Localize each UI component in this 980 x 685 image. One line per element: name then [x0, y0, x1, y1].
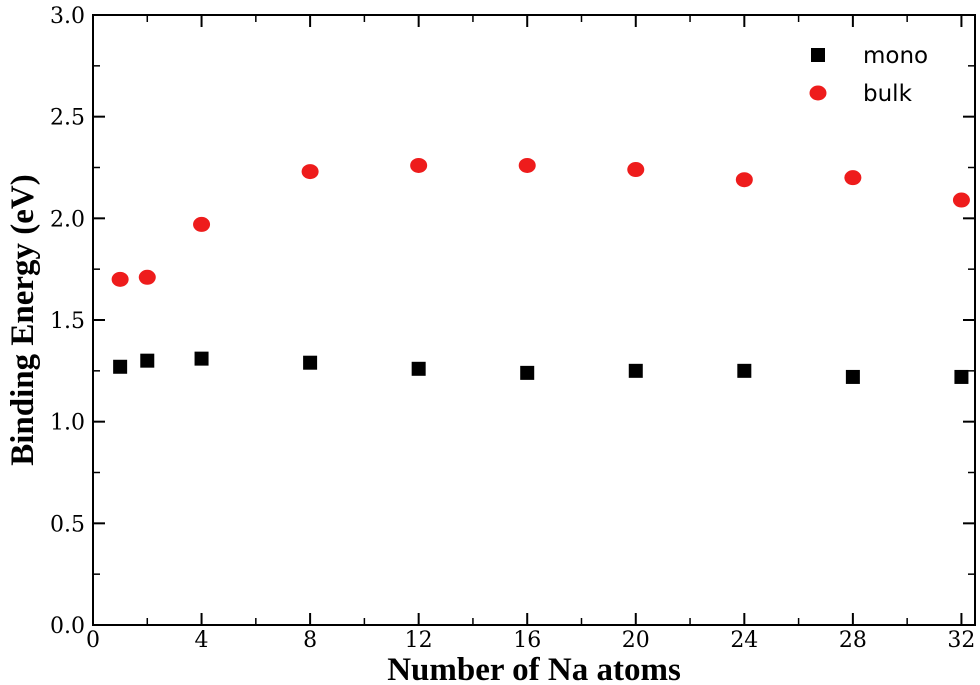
y-tick-label: 1.5 — [50, 309, 85, 334]
x-tick-label: 4 — [195, 628, 209, 653]
axis-tick-labels: 0 4 8 12 16 20 24 28 32 0.0 0.5 1.0 1.5 2.0 2.5 3.0 — [50, 4, 975, 653]
x-tick-label: 20 — [622, 628, 650, 653]
bulk-point — [111, 271, 129, 287]
mono-point — [303, 355, 318, 370]
bulk-point — [627, 162, 645, 178]
x-axis-title: Number of Na atoms — [387, 652, 681, 685]
mono-point — [194, 351, 209, 366]
bulk-point — [138, 269, 156, 285]
x-tick-label: 12 — [405, 628, 433, 653]
bulk-point — [952, 192, 970, 208]
data-points — [111, 157, 970, 384]
bulk-legend-label: bulk — [863, 81, 913, 107]
bulk-point — [735, 172, 753, 188]
x-tick-label: 24 — [730, 628, 758, 653]
bulk-point — [844, 170, 862, 186]
y-tick-label: 1.0 — [50, 411, 85, 436]
x-tick-label: 0 — [86, 628, 100, 653]
bulk-point — [301, 164, 319, 180]
y-tick-label: 0.5 — [50, 512, 85, 537]
axis-ticks — [92, 14, 975, 626]
mono-point — [140, 353, 155, 368]
y-axis-title: Binding Energy (eV) — [5, 174, 41, 466]
y-tick-label: 2.0 — [50, 207, 85, 232]
x-tick-label: 8 — [303, 628, 317, 653]
mono-point — [520, 365, 535, 380]
plot-frame — [92, 14, 976, 626]
mono-point — [628, 363, 643, 378]
x-tick-label: 16 — [513, 628, 541, 653]
mono-point — [411, 361, 426, 376]
y-tick-label: 3.0 — [50, 4, 85, 29]
mono-legend-marker — [811, 48, 825, 62]
bulk-point — [518, 157, 536, 173]
mono-point — [954, 369, 969, 384]
x-tick-label: 28 — [839, 628, 867, 653]
mono-legend-label: mono — [863, 43, 928, 69]
mono-point — [113, 359, 128, 374]
bulk-point — [410, 157, 428, 173]
y-tick-label: 2.5 — [50, 106, 85, 131]
bulk-point — [193, 216, 211, 232]
y-tick-label: 0.0 — [50, 614, 85, 639]
mono-point — [845, 369, 860, 384]
x-tick-label: 32 — [947, 628, 975, 653]
mono-point — [737, 363, 752, 378]
legend: mono bulk — [809, 43, 928, 107]
bulk-legend-marker — [809, 85, 827, 101]
